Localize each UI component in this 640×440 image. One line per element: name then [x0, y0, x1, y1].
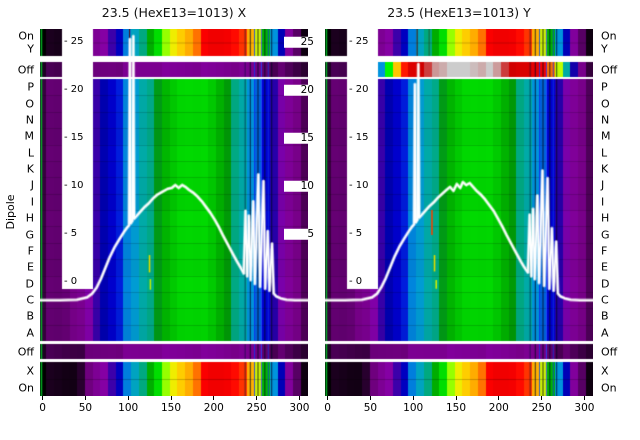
row-label-right: P — [601, 80, 608, 94]
row-label-right: L — [601, 146, 608, 160]
x-tick-label: 0 — [39, 402, 46, 414]
x-tick-label: 300 — [289, 402, 310, 414]
x-tick-mark — [42, 396, 44, 400]
row-label-right: B — [601, 309, 609, 323]
x-tick-mark — [369, 396, 371, 400]
row-label-right: On — [601, 29, 617, 43]
row-label-left: D — [25, 277, 34, 291]
row-label-right: On — [601, 381, 617, 394]
x-tick-label: 250 — [531, 402, 552, 414]
x-tick-mark — [127, 396, 129, 400]
inner-tick-label: - 10 — [349, 180, 369, 191]
row-label-right: K — [601, 162, 609, 176]
row-label-left: X — [26, 364, 34, 377]
x-tick-label: 100 — [118, 402, 139, 414]
x-tick-mark — [327, 396, 329, 400]
row-label-right: E — [601, 260, 608, 274]
row-label-left: I — [30, 195, 34, 209]
inner-tick-label: - 0 — [349, 276, 363, 287]
row-label-left: M — [24, 129, 35, 143]
mid-tick-label: 25 — [284, 37, 314, 48]
inner-tick-label: - 15 — [64, 132, 84, 143]
row-label-right: Y — [601, 42, 608, 56]
row-label-right: Off — [601, 63, 618, 76]
x-tick-label: 100 — [403, 402, 424, 414]
row-label-right: O — [601, 97, 610, 111]
mid-tick-label: 10 — [284, 181, 314, 192]
row-label-left: Y — [27, 42, 34, 56]
heatmap-canvas-x — [40, 29, 308, 396]
row-label-left: L — [27, 146, 34, 160]
row-label-left: F — [27, 244, 34, 258]
row-label-left: O — [25, 97, 34, 111]
row-label-right: N — [601, 113, 610, 127]
x-tick-mark — [498, 396, 500, 400]
inner-tick-label: - 25 — [64, 36, 84, 47]
inner-tick-label: - 15 — [349, 132, 369, 143]
x-tick-mark — [170, 396, 172, 400]
inner-tick-label: - 20 — [64, 84, 84, 95]
row-label-left: K — [26, 162, 34, 176]
x-tick-label: 200 — [203, 402, 224, 414]
row-label-right: G — [601, 228, 610, 242]
row-label-right: F — [601, 244, 608, 258]
x-tick-label: 50 — [363, 402, 378, 414]
row-label-right: A — [601, 326, 609, 340]
inner-tick-label: - 0 — [64, 276, 78, 287]
row-label-right: J — [601, 178, 605, 192]
inner-tick-label: - 10 — [64, 180, 84, 191]
x-tick-label: 150 — [445, 402, 467, 414]
row-label-right: H — [601, 211, 610, 225]
row-label-left: On — [18, 29, 34, 43]
x-tick-mark — [583, 396, 585, 400]
row-label-right: Off — [601, 345, 618, 358]
row-label-left: Off — [17, 345, 34, 358]
row-label-right: D — [601, 277, 610, 291]
x-tick-label: 200 — [488, 402, 509, 414]
row-label-left: N — [25, 113, 34, 127]
row-label-left: E — [27, 260, 34, 274]
mid-tick-label: 5 — [284, 229, 314, 240]
inner-tick-label: - 5 — [349, 228, 363, 239]
row-label-left: A — [26, 326, 34, 340]
row-label-right: C — [601, 293, 609, 307]
row-label-left: J — [30, 178, 34, 192]
mid-tick-label: 20 — [284, 85, 314, 96]
x-tick-mark — [541, 396, 543, 400]
x-tick-label: 150 — [160, 402, 182, 414]
panel-title-y: 23.5 (HexE13=1013) Y — [387, 5, 531, 20]
x-tick-label: 0 — [324, 402, 331, 414]
inner-tick-label: - 5 — [64, 228, 78, 239]
row-label-left: On — [18, 381, 34, 394]
row-label-left: P — [27, 80, 34, 94]
row-label-right: M — [601, 129, 611, 143]
row-label-left: C — [26, 293, 34, 307]
row-label-right: X — [601, 364, 609, 377]
row-label-left: Off — [17, 63, 34, 76]
x-tick-mark — [298, 396, 300, 400]
x-tick-mark — [256, 396, 258, 400]
x-tick-label: 300 — [574, 402, 595, 414]
x-tick-mark — [213, 396, 215, 400]
row-label-right: I — [601, 195, 605, 209]
x-tick-label: 50 — [78, 402, 93, 414]
x-tick-mark — [84, 396, 86, 400]
heatmap-canvas-y — [325, 29, 593, 396]
x-tick-label: 250 — [246, 402, 267, 414]
x-tick-mark — [455, 396, 457, 400]
mid-tick-label: 15 — [284, 133, 314, 144]
row-label-left: B — [26, 309, 34, 323]
panel-title-x: 23.5 (HexE13=1013) X — [101, 5, 247, 20]
row-label-left: G — [25, 228, 34, 242]
x-tick-mark — [412, 396, 414, 400]
inner-tick-label: - 25 — [349, 36, 369, 47]
row-label-left: H — [25, 211, 34, 225]
inner-tick-label: - 20 — [349, 84, 369, 95]
